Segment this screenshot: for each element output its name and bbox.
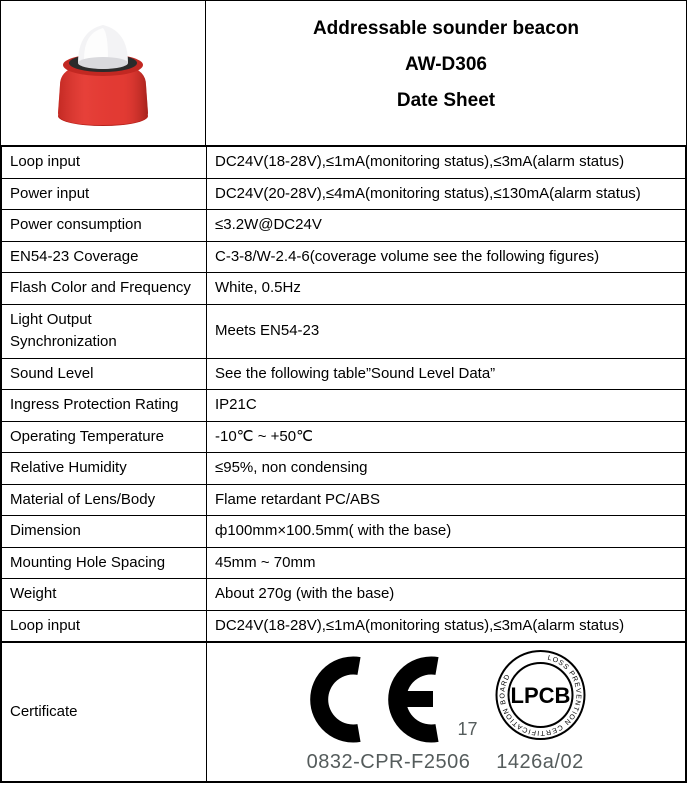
spec-value: ф100mm×100.5mm( with the base)	[207, 516, 686, 548]
spec-value: About 270g (with the base)	[207, 579, 686, 611]
spec-row: Operating Temperature-10℃ ~ +50℃	[2, 421, 686, 453]
spec-row: Dimensionф100mm×100.5mm( with the base)	[2, 516, 686, 548]
spec-label: Ingress Protection Rating	[2, 390, 207, 422]
ce-mark-icon	[299, 652, 459, 747]
spec-label: Power consumption	[2, 210, 207, 242]
spec-value: Flame retardant PC/ABS	[207, 484, 686, 516]
title-line1: Addressable sounder beacon	[211, 11, 681, 47]
spec-label: Dimension	[2, 516, 207, 548]
spec-row: Mounting Hole Spacing45mm ~ 70mm	[2, 547, 686, 579]
title-line3: Date Sheet	[211, 83, 681, 119]
spec-row: Ingress Protection RatingIP21C	[2, 390, 686, 422]
ce-sub: 17	[457, 716, 477, 743]
title-line2: AW-D306	[211, 47, 681, 83]
spec-value: White, 0.5Hz	[207, 273, 686, 305]
spec-value: IP21C	[207, 390, 686, 422]
spec-label: Flash Color and Frequency	[2, 273, 207, 305]
spec-value: DC24V(18-28V),≤1mA(monitoring status),≤3…	[207, 610, 686, 642]
lpcb-block: LOSS PREVENTION CERTIFICATION BOARD LPCB…	[488, 647, 593, 777]
spec-label: Material of Lens/Body	[2, 484, 207, 516]
spec-label: Loop input	[2, 147, 207, 179]
spec-label: Mounting Hole Spacing	[2, 547, 207, 579]
spec-value: See the following table”Sound Level Data…	[207, 358, 686, 390]
ce-mark-block: 17 0832-CPR-F2506	[299, 652, 477, 777]
spec-row: Loop inputDC24V(18-28V),≤1mA(monitoring …	[2, 147, 686, 179]
spec-row: WeightAbout 270g (with the base)	[2, 579, 686, 611]
lpcb-text: LPCB	[510, 683, 570, 708]
spec-row: Light Output SynchronizationMeets EN54-2…	[2, 304, 686, 358]
lpcb-icon: LOSS PREVENTION CERTIFICATION BOARD LPCB	[488, 647, 593, 747]
spec-label: EN54-23 Coverage	[2, 241, 207, 273]
spec-row: Flash Color and FrequencyWhite, 0.5Hz	[2, 273, 686, 305]
spec-label: Light Output Synchronization	[2, 304, 207, 358]
spec-row: Power inputDC24V(20-28V),≤4mA(monitoring…	[2, 178, 686, 210]
spec-value: Meets EN54-23	[207, 304, 686, 358]
spec-row: Loop inputDC24V(18-28V),≤1mA(monitoring …	[2, 610, 686, 642]
cert-cell: 17 0832-CPR-F2506 LOSS PREVENTI	[207, 643, 686, 782]
product-image	[1, 1, 206, 145]
spec-value: DC24V(18-28V),≤1mA(monitoring status),≤3…	[207, 147, 686, 179]
spec-row: Sound LevelSee the following table”Sound…	[2, 358, 686, 390]
spec-label: Operating Temperature	[2, 421, 207, 453]
ce-number: 0832-CPR-F2506	[307, 747, 471, 777]
spec-value: ≤3.2W@DC24V	[207, 210, 686, 242]
cert-table: Certificate	[1, 642, 686, 782]
spec-label: Sound Level	[2, 358, 207, 390]
spec-value: C-3-8/W-2.4-6(coverage volume see the fo…	[207, 241, 686, 273]
spec-row: Material of Lens/BodyFlame retardant PC/…	[2, 484, 686, 516]
spec-label: Loop input	[2, 610, 207, 642]
spec-row: Relative Humidity≤95%, non condensing	[2, 453, 686, 485]
spec-label: Weight	[2, 579, 207, 611]
spec-value: ≤95%, non condensing	[207, 453, 686, 485]
spec-value: DC24V(20-28V),≤4mA(monitoring status),≤1…	[207, 178, 686, 210]
spec-table: Loop inputDC24V(18-28V),≤1mA(monitoring …	[1, 146, 686, 642]
lpcb-number: 1426a/02	[496, 747, 583, 777]
spec-row: Power consumption≤3.2W@DC24V	[2, 210, 686, 242]
spec-label: Relative Humidity	[2, 453, 207, 485]
cert-label: Certificate	[2, 643, 207, 782]
spec-value: -10℃ ~ +50℃	[207, 421, 686, 453]
spec-label: Power input	[2, 178, 207, 210]
sounder-beacon-icon	[28, 13, 178, 133]
title-block: Addressable sounder beacon AW-D306 Date …	[206, 1, 686, 145]
datasheet: Addressable sounder beacon AW-D306 Date …	[0, 0, 687, 783]
spec-row: EN54-23 CoverageC-3-8/W-2.4-6(coverage v…	[2, 241, 686, 273]
spec-value: 45mm ~ 70mm	[207, 547, 686, 579]
header-row: Addressable sounder beacon AW-D306 Date …	[1, 1, 686, 146]
